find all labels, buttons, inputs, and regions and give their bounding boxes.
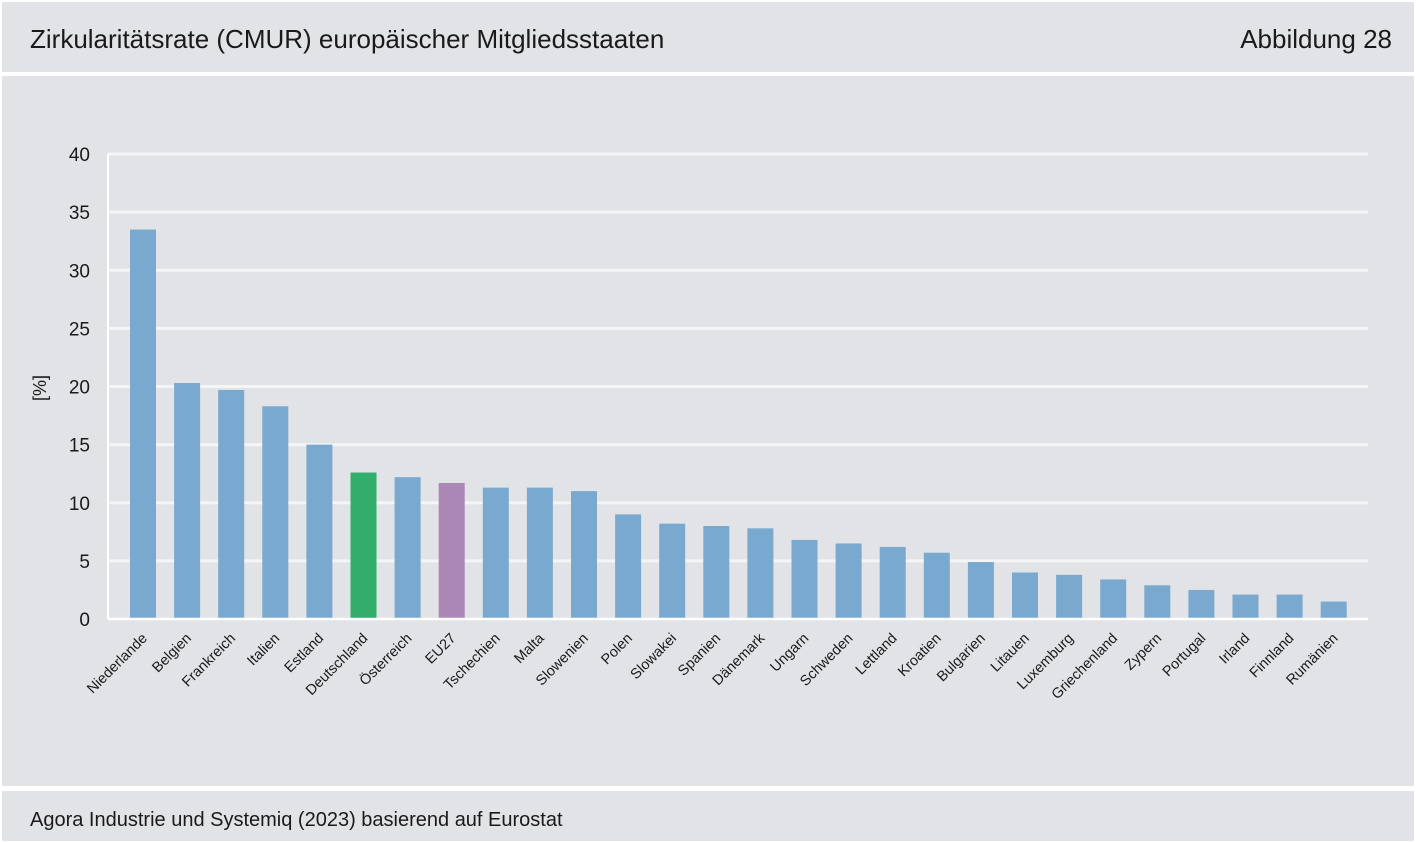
x-tick-label: Slowakei	[628, 631, 680, 683]
bar	[791, 539, 818, 619]
bar	[130, 229, 156, 619]
x-tick-label: Niederlande	[84, 631, 151, 698]
x-tick-label: Polen	[598, 631, 636, 669]
y-axis-label: [%]	[30, 375, 50, 401]
y-tick-labels: 0 5 10 15 20 25 30 35 40	[69, 145, 90, 631]
bar	[262, 406, 289, 619]
bar	[1276, 594, 1303, 619]
bar	[1188, 589, 1215, 619]
x-tick-label: Italien	[244, 631, 283, 670]
bar	[1012, 572, 1038, 619]
bar	[218, 389, 245, 619]
x-tick-label: Bulgarien	[934, 631, 989, 686]
x-tick-label: Lettland	[853, 631, 901, 679]
x-tick-label: Portugal	[1160, 631, 1210, 681]
y-tick-label: 20	[69, 378, 90, 399]
x-tick-label: EU27	[423, 631, 460, 668]
bar	[747, 528, 774, 619]
bar	[526, 487, 553, 619]
bars	[130, 229, 1347, 619]
bar	[659, 523, 686, 619]
bar	[879, 546, 906, 619]
bar	[350, 472, 377, 619]
figure-number: Abbildung 28	[1240, 24, 1392, 54]
y-tick-label: 40	[69, 145, 90, 166]
bar-chart: 0 5 10 15 20 25 30 35 40 NiederlandeBelgienFrank…	[30, 145, 1368, 703]
y-tick-label: 5	[79, 552, 90, 573]
figure-footer: Agora Industrie und Systemiq (2023) basi…	[2, 791, 1414, 841]
x-tick-label: Malta	[511, 630, 548, 667]
y-tick-label: 25	[69, 319, 90, 340]
bar	[394, 477, 421, 619]
y-tick-label: 35	[69, 203, 90, 224]
x-tick-label: Irland	[1216, 631, 1253, 668]
bar	[438, 482, 465, 619]
bar	[1056, 574, 1083, 619]
bar	[482, 487, 509, 619]
bar	[615, 514, 642, 619]
gridlines	[108, 152, 1368, 563]
bar	[923, 552, 950, 619]
bar	[306, 444, 333, 619]
bar	[1320, 601, 1347, 619]
chart-panel: 0 5 10 15 20 25 30 35 40 Niederlande Belgien Frank…	[2, 76, 1414, 786]
chart-title: Zirkularitätsrate (CMUR) europäischer Mi…	[30, 24, 665, 54]
axes	[107, 154, 1368, 621]
y-tick-label: 10	[69, 494, 90, 515]
bar	[835, 543, 862, 619]
figure-header: Zirkularitätsrate (CMUR) europäischer Mi…	[2, 2, 1414, 72]
bar	[703, 526, 730, 619]
bar	[1144, 585, 1171, 619]
x-tick-label: Zypern	[1122, 631, 1165, 674]
y-tick-label: 15	[69, 436, 90, 457]
bar	[1232, 594, 1259, 619]
y-tick-label: 30	[69, 261, 90, 282]
bar	[174, 383, 201, 619]
y-tick-label: 0	[79, 610, 90, 631]
source-note: Agora Industrie und Systemiq (2023) basi…	[30, 809, 563, 831]
bar	[1100, 579, 1127, 619]
bar	[967, 562, 994, 619]
bar	[571, 491, 597, 619]
